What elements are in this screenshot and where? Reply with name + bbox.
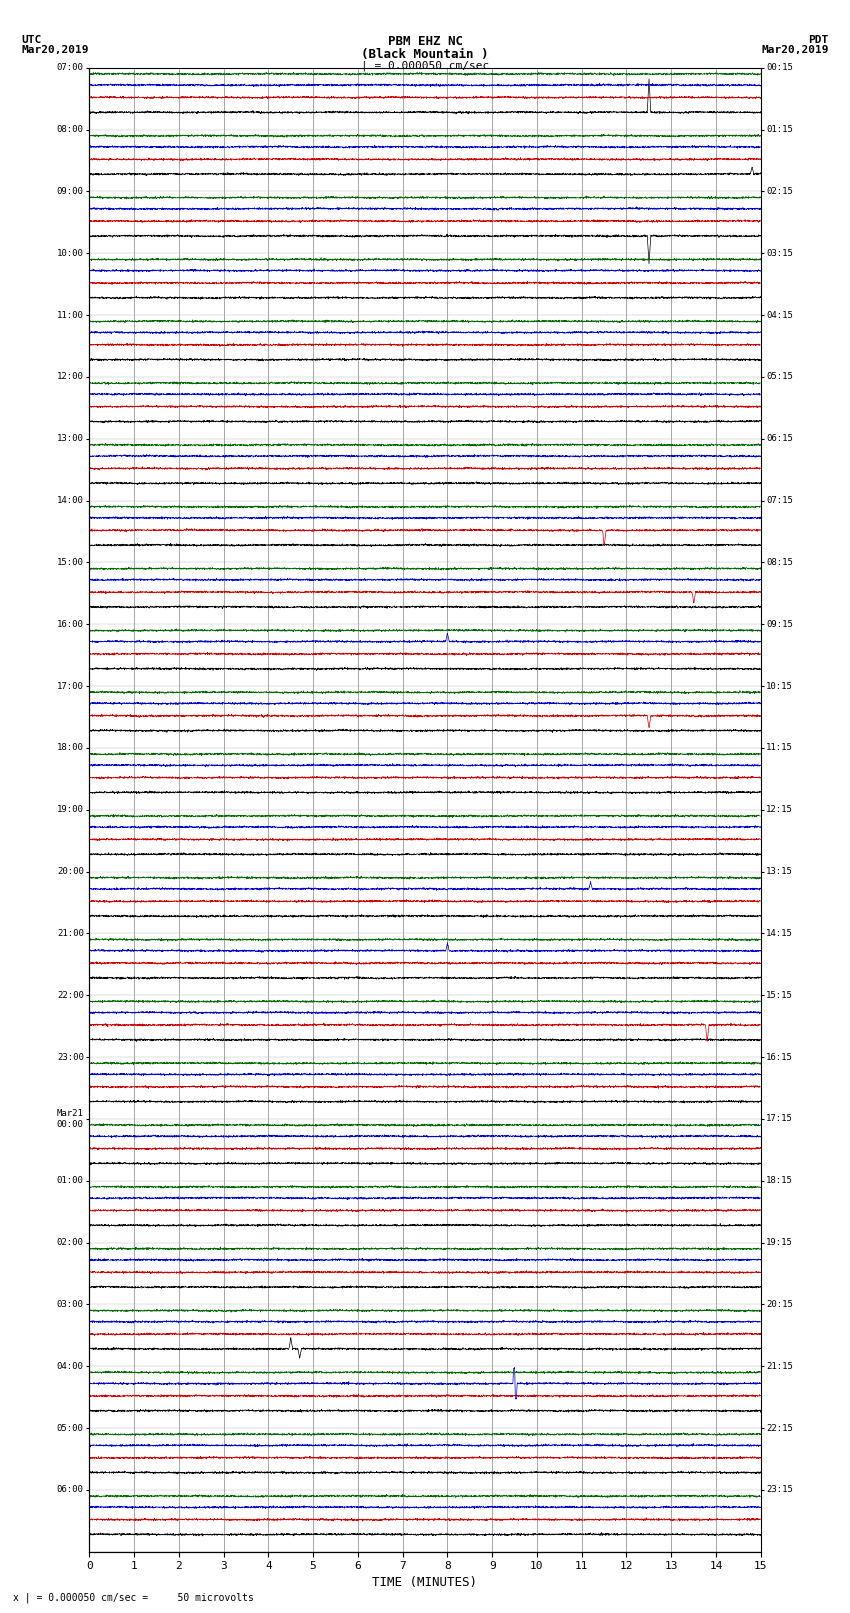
Text: PBM EHZ NC: PBM EHZ NC (388, 35, 462, 48)
Text: PDT: PDT (808, 35, 829, 45)
X-axis label: TIME (MINUTES): TIME (MINUTES) (372, 1576, 478, 1589)
Text: UTC: UTC (21, 35, 42, 45)
Text: Mar20,2019: Mar20,2019 (21, 45, 88, 55)
Text: | = 0.000050 cm/sec: | = 0.000050 cm/sec (361, 60, 489, 71)
Text: Mar20,2019: Mar20,2019 (762, 45, 829, 55)
Text: x | = 0.000050 cm/sec =     50 microvolts: x | = 0.000050 cm/sec = 50 microvolts (13, 1592, 253, 1603)
Text: (Black Mountain ): (Black Mountain ) (361, 47, 489, 61)
